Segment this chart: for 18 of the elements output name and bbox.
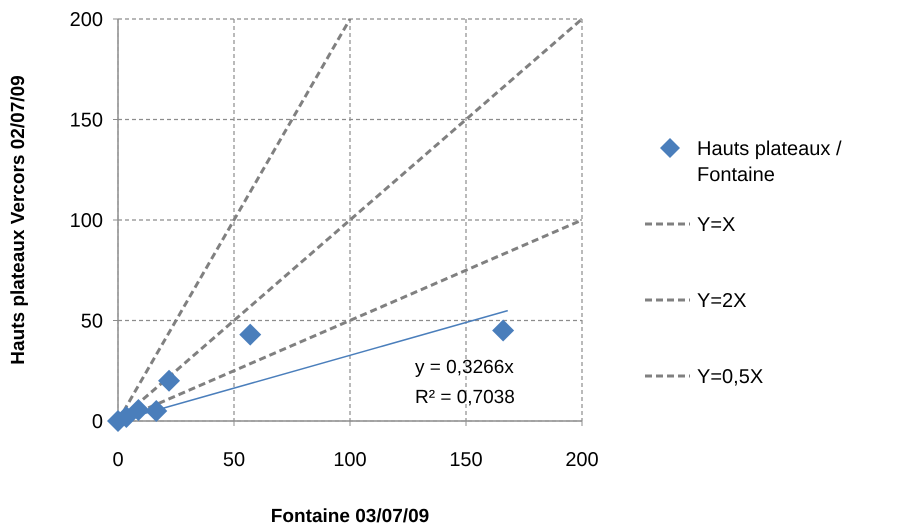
- x-tick-label: 100: [333, 449, 367, 471]
- y-tick-label: 0: [92, 411, 103, 433]
- legend-label: Y=2X: [697, 290, 746, 312]
- x-tick-label: 150: [449, 449, 483, 471]
- y-tick-label: 200: [70, 9, 103, 31]
- x-axis-title: Fontaine 03/07/09: [270, 506, 430, 527]
- annotation: y = 0,3266x: [415, 357, 514, 378]
- x-tick-label: 50: [222, 449, 246, 471]
- annotation: R² = 0,7038: [415, 387, 515, 408]
- y-tick-label: 50: [80, 310, 103, 332]
- legend-label: Y=X: [697, 214, 736, 236]
- legend-label: Hauts plateaux / Fontaine: [697, 138, 842, 186]
- y-tick-label: 150: [70, 110, 103, 132]
- legend-label: Y=0,5X: [697, 366, 764, 388]
- y-axis-title: Hauts plateaux Vercors 02/07/09: [8, 75, 29, 365]
- x-tick-label: 200: [565, 449, 599, 471]
- x-tick-label: 0: [112, 449, 124, 471]
- y-tick-label: 100: [70, 210, 103, 232]
